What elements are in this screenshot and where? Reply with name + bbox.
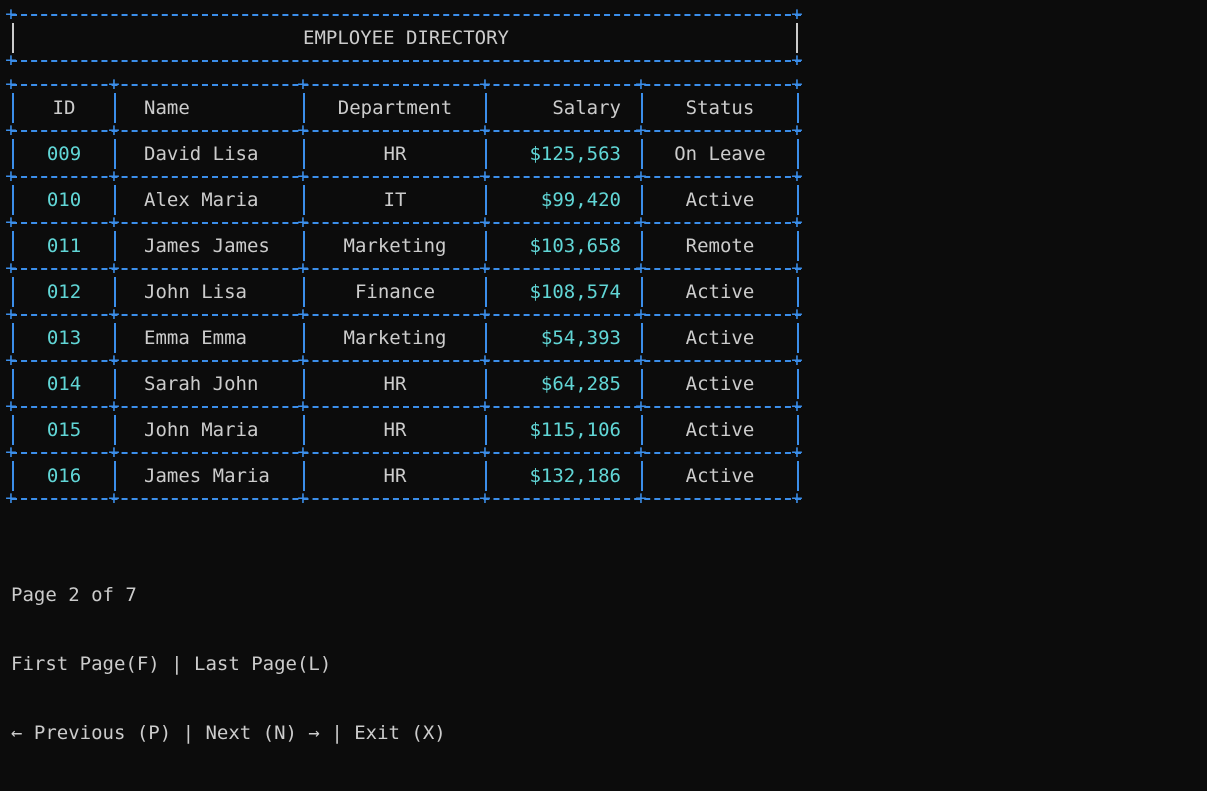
cell-status: Active (685, 373, 755, 395)
table-top-border: + + (5, 3, 803, 25)
cell-department: Marketing (343, 235, 447, 257)
cell-name: James James (144, 235, 270, 257)
column-header-id: ID (52, 97, 76, 119)
row-border: + + + + + + (5, 303, 803, 325)
cell-name: James Maria (144, 465, 270, 487)
cell-department: HR (383, 465, 407, 487)
cell-department: HR (383, 419, 407, 441)
cell-salary: $125,563 (529, 143, 621, 165)
table-row[interactable]: 014 Sarah John HR $64,285 Active (11, 367, 801, 401)
table-row[interactable]: 016 James Maria HR $132,186 Active (11, 459, 801, 493)
column-header-name: Name (144, 97, 190, 119)
table-title: EMPLOYEE DIRECTORY (303, 27, 509, 49)
cell-name: John Maria (144, 419, 259, 441)
cell-status: Active (685, 419, 755, 441)
cell-status: Active (685, 327, 755, 349)
separator: | (159, 653, 195, 675)
employee-table: + + EMPLOYEE DIRECTORY + + + + + + + + ID Name D… (5, 3, 803, 509)
cell-salary: $99,420 (540, 189, 621, 211)
cell-id: 010 (46, 189, 82, 211)
cell-id: 014 (46, 373, 82, 395)
page-info: Page 2 of 7 (11, 584, 137, 606)
row-border: + + + + + + (5, 487, 803, 509)
cell-id: 016 (46, 465, 82, 487)
table-row[interactable]: 013 Emma Emma Marketing $54,393 Active (11, 321, 801, 355)
cell-department: HR (383, 373, 407, 395)
table-title-border: + + (5, 49, 803, 71)
row-border: + + + + + + (5, 441, 803, 463)
cell-name: Emma Emma (144, 327, 247, 349)
last-page-command[interactable]: Last Page(L) (194, 653, 332, 675)
separator: | (171, 722, 206, 744)
column-header-status: Status (685, 97, 755, 119)
cell-id: 011 (46, 235, 82, 257)
cell-salary: $108,574 (529, 281, 621, 303)
row-border: + + + + + + (5, 395, 803, 417)
pager-footer: Page 2 of 7 First Page(F) | Last Page(L)… (11, 538, 446, 791)
header-top-border: + + + + + + (5, 73, 803, 95)
cell-id: 015 (46, 419, 82, 441)
column-header-salary: Salary (552, 97, 621, 119)
table-row[interactable]: 015 John Maria HR $115,106 Active (11, 413, 801, 447)
cell-department: HR (383, 143, 407, 165)
previous-command[interactable]: ← Previous (P) (11, 722, 172, 744)
row-border: + + + + + + (5, 165, 803, 187)
row-border: + + + + + + (5, 211, 803, 233)
cell-salary: $54,393 (540, 327, 621, 349)
table-row[interactable]: 012 John Lisa Finance $108,574 Active (11, 275, 801, 309)
cell-status: Active (685, 465, 755, 487)
cell-id: 013 (46, 327, 82, 349)
header-row: ID Name Department Salary Status (11, 91, 801, 125)
cell-department: Marketing (343, 327, 447, 349)
cell-status: Active (685, 189, 755, 211)
table-row[interactable]: 010 Alex Maria IT $99,420 Active (11, 183, 801, 217)
cell-department: IT (383, 189, 407, 211)
separator: | (319, 722, 355, 744)
row-border: + + + + + + (5, 257, 803, 279)
nav-line-2: ← Previous (P) | Next (N) → | Exit (X) (11, 722, 446, 745)
cell-status: Active (685, 281, 755, 303)
header-bottom-border: + + + + + + (5, 119, 803, 141)
cell-salary: $64,285 (540, 373, 621, 395)
table-title-row: EMPLOYEE DIRECTORY (11, 21, 801, 55)
nav-line-1: First Page(F) | Last Page(L) (11, 653, 446, 676)
column-header-department: Department (337, 97, 453, 119)
cell-status: Remote (685, 235, 755, 257)
cell-salary: $132,186 (529, 465, 621, 487)
next-command[interactable]: Next (N) → (205, 722, 320, 744)
cell-status: On Leave (674, 143, 766, 165)
cell-id: 012 (46, 281, 82, 303)
cell-name: David Lisa (144, 143, 259, 165)
table-row[interactable]: 011 James James Marketing $103,658 Remote (11, 229, 801, 263)
table-row[interactable]: 009 David Lisa HR $125,563 On Leave (11, 137, 801, 171)
cell-id: 009 (46, 143, 82, 165)
row-border: + + + + + + (5, 349, 803, 371)
first-page-command[interactable]: First Page(F) (11, 653, 160, 675)
cell-salary: $115,106 (529, 419, 621, 441)
cell-name: Sarah John (144, 373, 259, 395)
cell-name: Alex Maria (144, 189, 259, 211)
cell-department: Finance (354, 281, 436, 303)
cell-name: John Lisa (144, 281, 247, 303)
cell-salary: $103,658 (529, 235, 621, 257)
exit-command[interactable]: Exit (X) (354, 722, 446, 744)
data-grid: + + + + + + ID Name Department Salary Status + + + + + +… (5, 73, 803, 509)
terminal-window: + + EMPLOYEE DIRECTORY + + + + + + + + ID Name D… (5, 3, 803, 745)
